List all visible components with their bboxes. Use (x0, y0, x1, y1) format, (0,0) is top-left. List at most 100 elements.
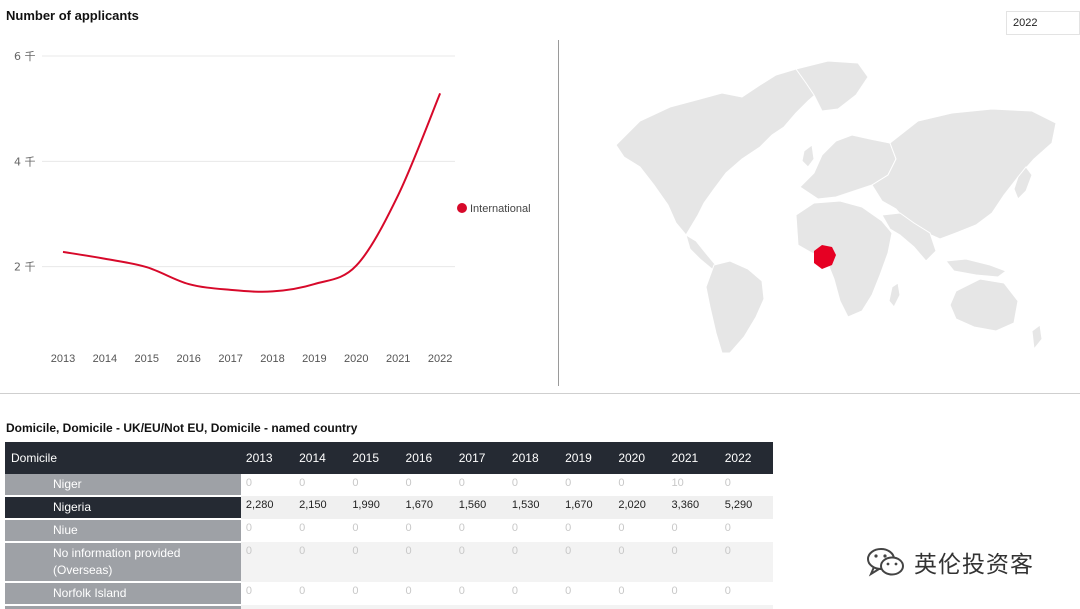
map-south-america (705, 260, 765, 354)
map-asia (871, 108, 1057, 240)
chart-title: Number of applicants (6, 8, 139, 23)
table-cell: 2,280 (240, 496, 295, 519)
series-line-international (62, 93, 442, 293)
column-header-year[interactable]: 2018 (506, 442, 561, 474)
table-cell: 0 (560, 519, 614, 542)
x-tick-label: 2018 (260, 353, 284, 365)
year-slicer[interactable]: 2022 (1006, 11, 1080, 35)
column-header-domicile[interactable]: Domicile (5, 442, 241, 474)
row-label[interactable]: No information provided (Overseas) (5, 542, 241, 583)
map-madagascar (888, 282, 901, 308)
table-cell: 40 (294, 605, 348, 609)
table-cell: 0 (453, 582, 507, 605)
column-header-year[interactable]: 2014 (294, 442, 348, 474)
column-header-year[interactable]: 2022 (719, 442, 773, 474)
table-cell: 0 (240, 519, 295, 542)
table-cell: 0 (400, 519, 454, 542)
x-tick-label: 2017 (218, 353, 242, 365)
table-cell: 5,290 (719, 496, 773, 519)
row-label[interactable]: Niue (5, 519, 241, 543)
table-cell: 0 (613, 542, 667, 582)
x-tick-label: 2019 (302, 353, 326, 365)
map-africa (795, 200, 893, 318)
x-tick-label: 2015 (135, 353, 159, 365)
x-tick-label: 2014 (93, 353, 117, 365)
table-cell: 0 (400, 474, 454, 496)
table-cell: 0 (560, 542, 614, 582)
y-tick-label: 4 千 (14, 155, 36, 168)
row-label[interactable]: Nigeria (5, 496, 241, 520)
watermark-text: 英伦投资客 (914, 552, 1034, 578)
table-row[interactable]: Niger 0 0 0 0 0 0 0 0 10 0 (5, 474, 773, 497)
table-cell: 2,020 (613, 496, 667, 519)
vertical-divider (558, 40, 559, 386)
table-cell: 0 (666, 542, 720, 582)
table-row[interactable]: Niue 0 0 0 0 0 0 0 0 0 0 (5, 519, 773, 543)
map-country-nigeria[interactable] (814, 245, 836, 269)
table-cell: 0 (240, 474, 295, 496)
table-row[interactable]: No information provided (Overseas) 0 0 0 0 0 0… (5, 542, 773, 583)
table-cell: 50 (453, 605, 507, 609)
table-cell: 10 (666, 474, 720, 496)
table-cell: 50 (560, 605, 614, 609)
row-label[interactable]: Niger (5, 474, 241, 497)
world-map[interactable] (600, 55, 1070, 360)
table-cell: 0 (400, 582, 454, 605)
x-tick-label: 2022 (428, 353, 452, 365)
column-header-year[interactable]: 2019 (560, 442, 614, 474)
map-north-america (615, 68, 825, 236)
row-label[interactable]: North Macedonia (5, 605, 241, 609)
column-header-year[interactable]: 2015 (347, 442, 401, 474)
wechat-icon (867, 548, 904, 577)
table-cell: 70 (347, 605, 401, 609)
matrix-header-row: Domicile 2013 2014 2015 2016 2017 2018 2019 202… (5, 442, 773, 474)
table-cell: 0 (666, 582, 720, 605)
table-cell: 1,990 (347, 496, 401, 519)
map-south-asia (881, 212, 937, 262)
table-row[interactable]: North Macedonia30407050506050506080 (5, 605, 773, 609)
table-cell: 50 (400, 605, 454, 609)
table-cell: 1,530 (506, 496, 561, 519)
x-tick-label: 2020 (344, 353, 368, 365)
map-greenland (795, 60, 869, 112)
table-cell: 1,670 (560, 496, 614, 519)
table-cell: 3,360 (666, 496, 720, 519)
table-cell: 0 (506, 542, 561, 582)
x-tick-label: 2021 (386, 353, 410, 365)
x-tick-label: 2013 (51, 353, 75, 365)
table-cell: 60 (506, 605, 561, 609)
column-header-year[interactable]: 2020 (613, 442, 667, 474)
map-central-america (685, 233, 722, 270)
table-cell: 0 (719, 542, 773, 582)
table-cell: 0 (719, 582, 773, 605)
column-header-year[interactable]: 2017 (453, 442, 507, 474)
table-cell: 0 (613, 519, 667, 542)
y-tick-label: 2 千 (14, 261, 36, 274)
legend-label: International (470, 203, 531, 215)
table-cell: 1,560 (453, 496, 507, 519)
table-row[interactable]: Nigeria 2,280 2,150 1,990 1,670 1,560 1,530 1,6… (5, 496, 773, 520)
wechat-watermark: 英伦投资客 (866, 546, 1034, 578)
table-cell: 30 (240, 605, 295, 609)
map-indonesia (945, 258, 1008, 278)
table-cell: 0 (506, 474, 561, 496)
table-title: Domicile, Domicile - UK/EU/Not EU, Domic… (6, 421, 358, 435)
table-cell: 0 (347, 519, 401, 542)
table-cell: 0 (294, 474, 348, 496)
table-row[interactable]: Norfolk Island 0 0 0 0 0 0 0 0 0 0 (5, 582, 773, 606)
column-header-year[interactable]: 2021 (666, 442, 720, 474)
table-cell: 0 (240, 542, 295, 582)
table-cell: 0 (453, 474, 507, 496)
table-cell: 2,150 (294, 496, 348, 519)
table-cell: 0 (294, 582, 348, 605)
table-cell: 0 (506, 519, 561, 542)
table-cell: 60 (666, 605, 720, 609)
column-header-year[interactable]: 2016 (400, 442, 454, 474)
column-header-year[interactable]: 2013 (240, 442, 295, 474)
table-cell: 0 (347, 542, 401, 582)
legend-marker (457, 203, 467, 213)
row-label[interactable]: Norfolk Island (5, 582, 241, 606)
map-japan (1013, 166, 1033, 200)
map-uk (801, 144, 815, 168)
map-australia (949, 278, 1019, 332)
